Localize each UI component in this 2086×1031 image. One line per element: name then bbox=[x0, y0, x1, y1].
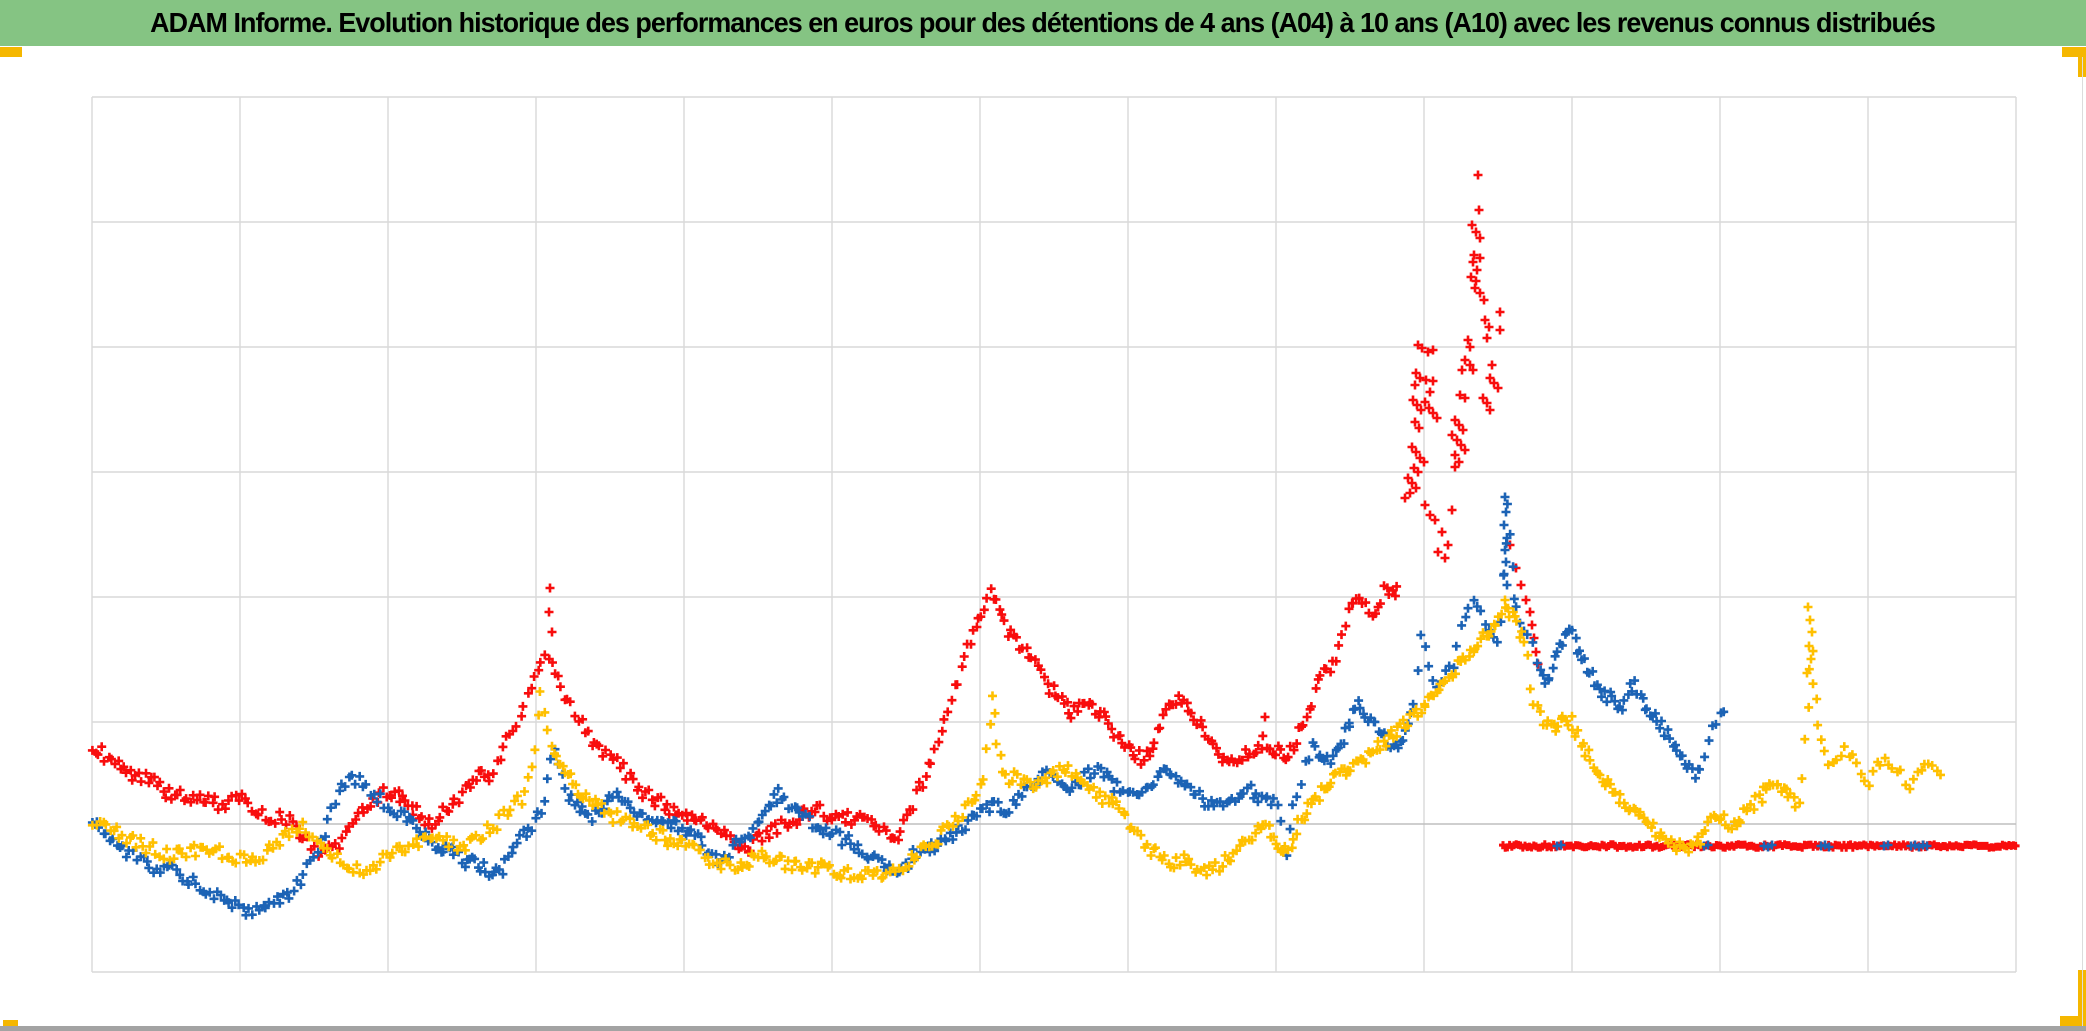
chart-area bbox=[0, 46, 2086, 1026]
corner-accent-top-right-h bbox=[2062, 47, 2086, 57]
corner-accent-bottom-left bbox=[3, 1020, 18, 1028]
series-gold-markers bbox=[87, 595, 1945, 884]
gridlines bbox=[91, 96, 2017, 973]
scatter-chart bbox=[87, 96, 2020, 973]
header-bar: ADAM Informe. Evolution historique des p… bbox=[0, 0, 2086, 46]
series-red-flat-line bbox=[1499, 840, 2020, 852]
bottom-scrollbar[interactable] bbox=[0, 1026, 2086, 1031]
series-blue-markers bbox=[87, 492, 1932, 920]
page-title: ADAM Informe. Evolution historique des p… bbox=[150, 7, 1937, 38]
corner-accent-top-left bbox=[0, 47, 22, 57]
window-edge-line bbox=[2082, 57, 2083, 1026]
series-red-markers bbox=[87, 170, 1543, 861]
corner-accent-bottom-right-h bbox=[2060, 1016, 2086, 1026]
